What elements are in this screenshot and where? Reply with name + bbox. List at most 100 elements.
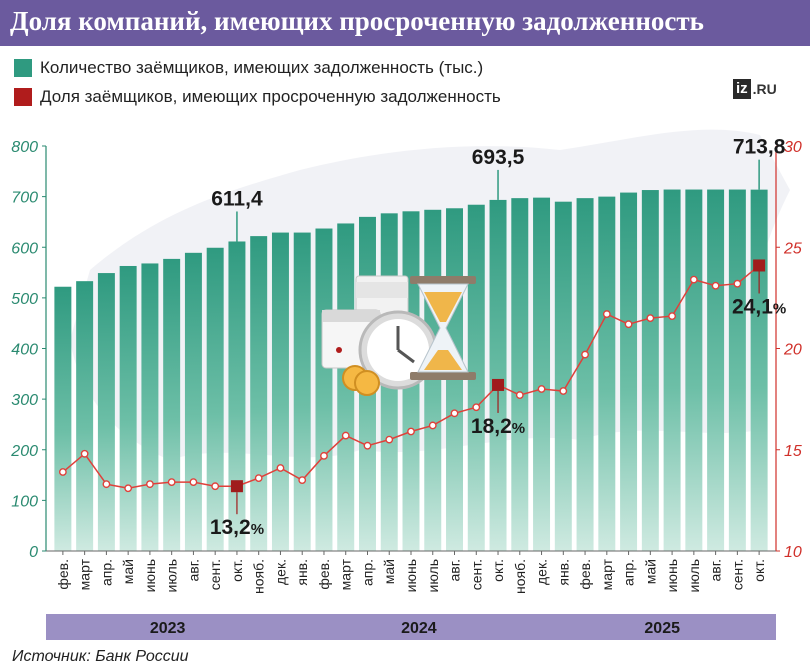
bar: [76, 281, 94, 551]
left-axis-tick-label: 400: [11, 342, 38, 359]
overdue-point: [407, 427, 415, 436]
bar: [750, 189, 768, 552]
x-axis-tick-label: дек.: [534, 559, 550, 585]
overdue-point: [363, 441, 372, 450]
year-band: [46, 614, 290, 640]
bar: [293, 232, 311, 551]
x-axis-tick-label: авг.: [708, 559, 724, 582]
bar: [206, 247, 224, 551]
bar: [641, 190, 659, 551]
x-axis-tick-label: март: [599, 558, 615, 590]
logo-box: iz: [733, 79, 751, 99]
overdue-point: [428, 421, 437, 430]
x-axis-tick-label: май: [381, 559, 397, 584]
right-axis-tick-label: 25: [783, 240, 802, 257]
x-axis-tick-label: янв.: [555, 559, 571, 586]
x-axis-tick-label: июнь: [664, 559, 680, 592]
iz-ru-logo[interactable]: iz .RU: [733, 78, 777, 100]
right-axis-tick-label: 10: [784, 544, 802, 561]
x-axis-tick-label: нояб.: [251, 559, 267, 594]
overdue-point: [668, 312, 676, 320]
x-axis-tick-label: сент.: [729, 559, 745, 590]
x-axis-tick-label: апр.: [359, 559, 375, 586]
bar: [54, 286, 72, 551]
overdue-point: [602, 310, 611, 318]
legend-label-borrowers: Количество заёмщиков, имеющих задолженно…: [40, 58, 484, 77]
bar: [511, 198, 529, 552]
x-axis-tick-label: июль: [425, 559, 441, 592]
left-axis-tick-label: 600: [11, 240, 38, 257]
chart-title: Доля компаний, имеющих просроченную задо…: [10, 6, 704, 36]
x-axis-tick-label: июль: [686, 559, 702, 592]
overdue-point: [276, 464, 285, 472]
x-axis-tick-label: янв.: [294, 559, 310, 586]
left-axis-tick-label: 200: [10, 443, 38, 460]
calendar-clock-hourglass-icon: [321, 275, 476, 396]
overdue-point: [320, 451, 328, 460]
left-axis-tick-label: 800: [11, 139, 38, 156]
overdue-highlight-marker: [230, 480, 243, 493]
year-band-label: 2023: [150, 620, 186, 637]
x-axis-tick-label: фев.: [55, 559, 71, 590]
logo-suffix: .RU: [752, 81, 777, 97]
x-axis-tick-label: окт.: [490, 559, 506, 582]
line-annotation-label: 24,1%: [732, 295, 786, 318]
bar: [271, 232, 289, 551]
bar: [685, 189, 703, 551]
overdue-point: [124, 484, 133, 493]
bar: [467, 204, 485, 551]
x-axis-tick-label: фев.: [316, 559, 332, 590]
line-annotation-label: 18,2%: [471, 415, 525, 438]
x-axis-tick-label: сент.: [468, 559, 484, 590]
bar-annotation-label: 713,8: [733, 136, 786, 159]
overdue-point: [689, 275, 698, 284]
overdue-point: [624, 320, 633, 329]
legend-label-overdue: Доля заёмщиков, имеющих просроченную зад…: [40, 87, 501, 106]
bar: [119, 265, 137, 551]
overdue-point: [559, 387, 568, 395]
right-axis-tick-label: 20: [783, 342, 802, 359]
bar: [250, 236, 268, 552]
overdue-point: [341, 431, 350, 440]
x-axis-tick-label: июль: [164, 559, 180, 592]
x-axis-tick-label: окт.: [751, 559, 767, 582]
x-axis-tick-label: авг.: [447, 559, 463, 582]
legend-swatch-borrowers: [14, 59, 32, 77]
overdue-point: [80, 449, 89, 458]
overdue-point: [646, 314, 655, 323]
bar: [424, 209, 442, 551]
bar: [620, 192, 638, 551]
x-axis-tick-label: март: [77, 558, 93, 590]
overdue-highlight-marker: [492, 378, 505, 391]
x-axis-tick-label: апр.: [98, 559, 114, 586]
bar: [337, 223, 355, 552]
overdue-point: [537, 385, 546, 393]
x-axis-tick-label: фев.: [577, 559, 593, 590]
bar: [728, 189, 746, 551]
legend-item-overdue: Доля заёмщиков, имеющих просроченную зад…: [14, 86, 501, 108]
x-axis-tick-label: нояб.: [512, 559, 528, 594]
year-band: [287, 614, 551, 640]
year-band-label: 2024: [401, 620, 437, 637]
right-axis-tick-label: 30: [784, 139, 802, 156]
x-axis-tick-label: май: [642, 559, 658, 584]
bar: [489, 199, 507, 551]
x-axis-tick-label: март: [338, 558, 354, 590]
overdue-point: [146, 480, 154, 489]
overdue-point: [472, 403, 481, 412]
x-axis-tick-label: июнь: [142, 559, 158, 592]
left-axis-tick-label: 100: [11, 493, 38, 510]
legend-item-borrowers: Количество заёмщиков, имеющих задолженно…: [14, 57, 483, 79]
x-axis-tick-label: май: [120, 559, 136, 584]
x-axis-tick-label: апр.: [621, 559, 637, 586]
bar: [554, 201, 572, 551]
line-annotation-label: 13,2%: [210, 516, 264, 539]
x-axis-tick-label: окт.: [229, 559, 245, 582]
bar: [228, 241, 246, 551]
bar: [533, 197, 551, 551]
overdue-point: [733, 279, 742, 288]
bar-annotation-label: 611,4: [211, 187, 263, 210]
bar: [598, 196, 616, 551]
bar: [141, 263, 159, 551]
